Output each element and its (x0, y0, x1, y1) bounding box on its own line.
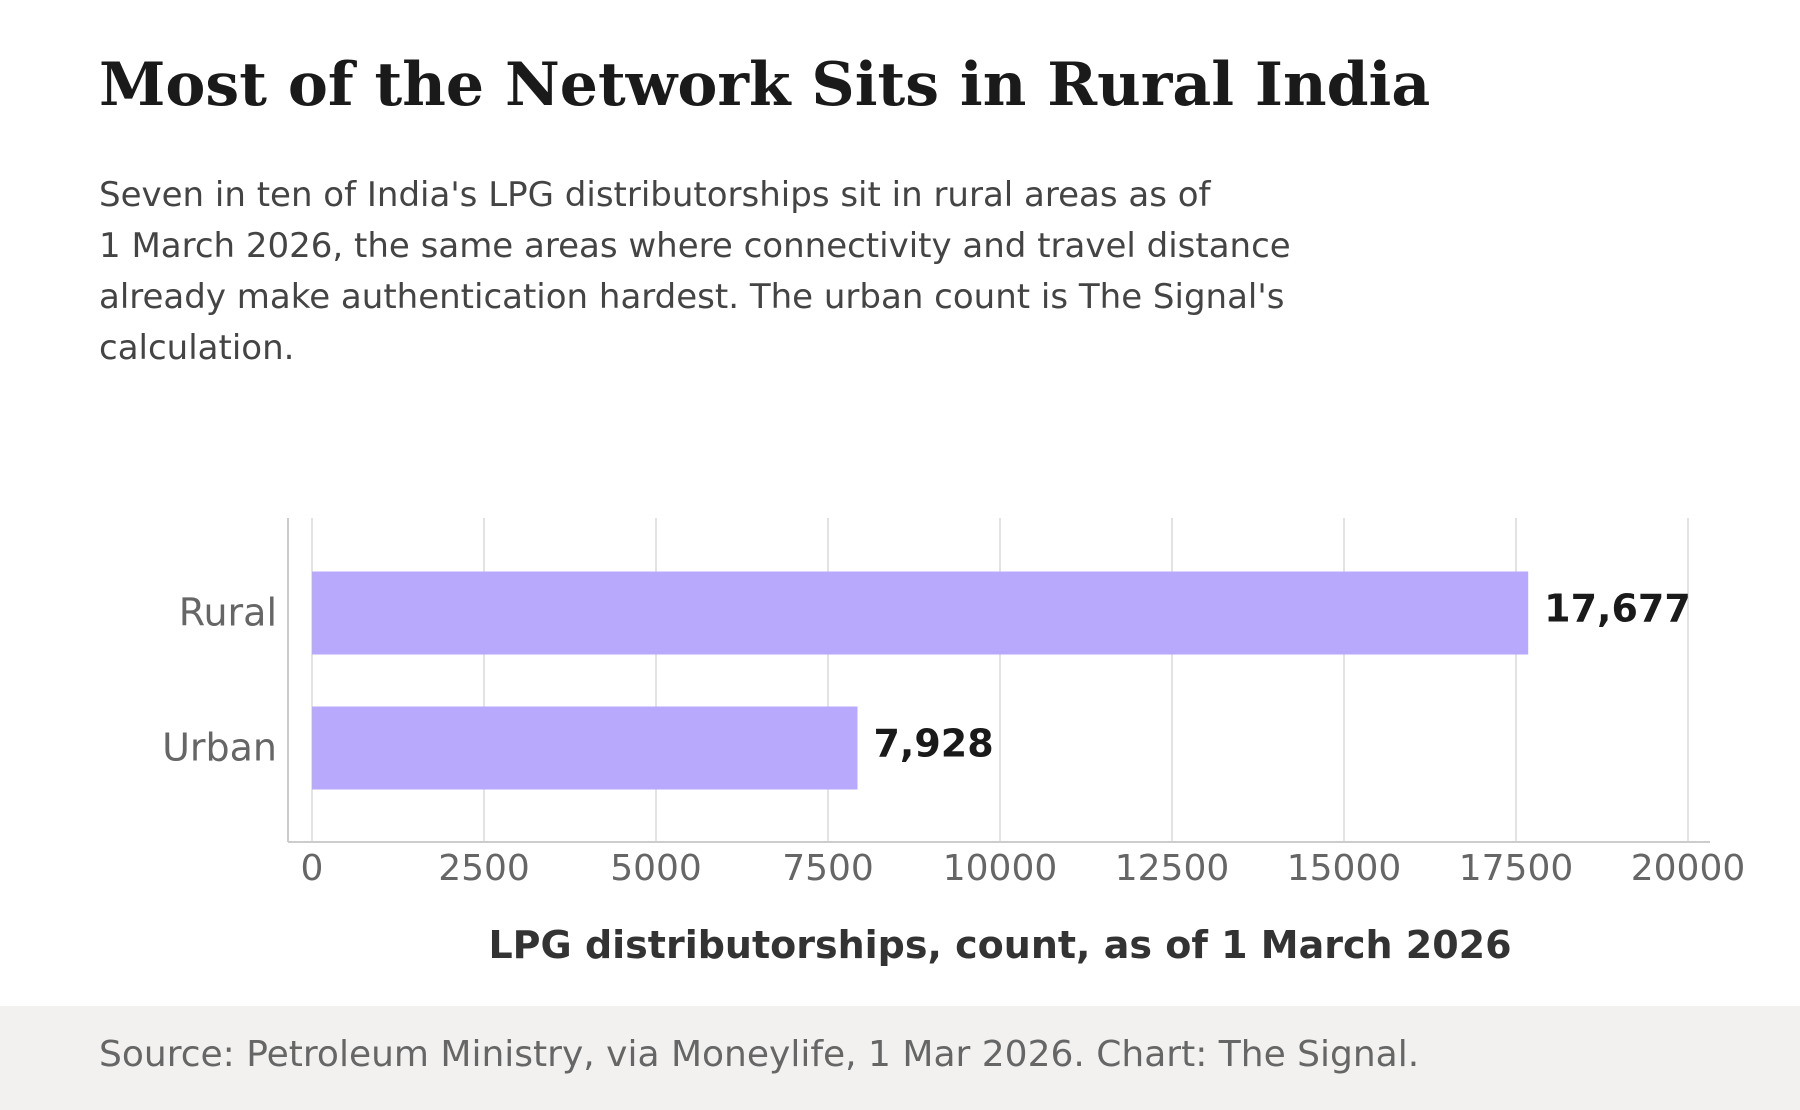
x-tick-labels: 0 2500 5000 7500 10000 12500 15000 17500 20000 (301, 848, 1746, 889)
x-tick-label: 15000 (1287, 848, 1402, 889)
data-label-urban: 7,928 (873, 722, 993, 766)
subtitle-line: already make authentication hardest. The… (99, 277, 1285, 317)
chart-subtitle: Seven in ten of India's LPG distributors… (99, 170, 1399, 374)
category-label-urban: Urban (162, 726, 277, 770)
subtitle-line: Seven in ten of India's LPG distributors… (99, 175, 1211, 215)
gridlines (311, 518, 1689, 842)
category-labels: Rural Urban (162, 591, 277, 770)
bars: 17,677 7,928 (312, 571, 1691, 790)
bar-chart: 17,677 7,928 0 2500 5000 7500 10000 12500 15000… (162, 518, 1746, 967)
x-tick-label: 12500 (1115, 848, 1230, 889)
category-label-rural: Rural (179, 591, 277, 635)
x-tick-label: 17500 (1459, 848, 1574, 889)
chart-title: Most of the Network Sits in Rural India (99, 50, 1431, 120)
data-label-rural: 17,677 (1544, 587, 1691, 631)
footer-bar (0, 1006, 1800, 1110)
x-tick-label: 0 (301, 848, 324, 889)
subtitle-line: 1 March 2026, the same areas where conne… (99, 226, 1291, 266)
x-tick-label: 2500 (438, 848, 530, 889)
x-tick-label: 5000 (610, 848, 702, 889)
bar-rural (312, 571, 1529, 655)
source-note: Source: Petroleum Ministry, via Moneylif… (99, 1034, 1420, 1075)
x-axis-label: LPG distributorships, count, as of 1 Mar… (488, 923, 1511, 967)
x-tick-label: 10000 (943, 848, 1058, 889)
bar-urban (312, 706, 858, 790)
x-tick-label: 7500 (782, 848, 874, 889)
x-tick-label: 20000 (1631, 848, 1746, 889)
subtitle-line: calculation. (99, 328, 295, 368)
